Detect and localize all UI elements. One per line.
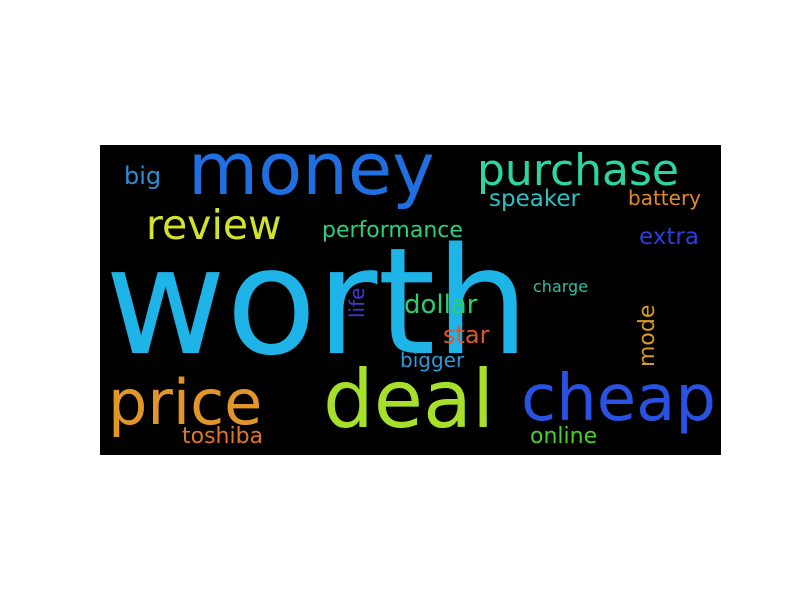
word-cloud: worth money purchase review performance …	[100, 145, 721, 455]
word-performance: performance	[322, 218, 463, 243]
word-toshiba: toshiba	[182, 424, 264, 449]
word-bigger: bigger	[400, 348, 465, 372]
word-price: price	[108, 366, 263, 439]
word-online: online	[530, 424, 598, 449]
word-mode: mode	[635, 304, 660, 367]
word-life: life	[345, 287, 369, 318]
word-cheap: cheap	[521, 362, 716, 436]
word-dollar: dollar	[404, 290, 478, 320]
word-speaker: speaker	[489, 186, 580, 212]
word-star: star	[443, 321, 490, 349]
word-money: money	[188, 145, 435, 211]
word-charge: charge	[533, 277, 589, 296]
word-review: review	[146, 201, 282, 249]
word-worth: worth	[105, 216, 530, 388]
word-battery: battery	[628, 186, 701, 210]
word-big: big	[124, 162, 162, 190]
word-deal: deal	[323, 353, 495, 446]
word-purchase: purchase	[477, 145, 679, 196]
word-extra: extra	[639, 224, 699, 250]
